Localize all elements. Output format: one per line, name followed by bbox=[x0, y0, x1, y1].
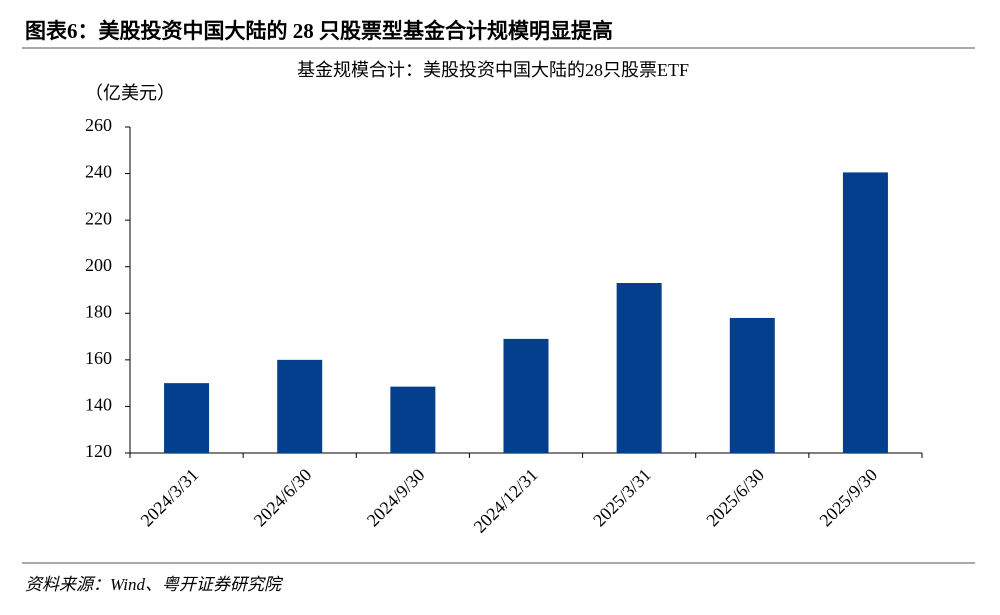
x-tick-label: 2024/3/31 bbox=[137, 465, 203, 531]
y-tick-label: 120 bbox=[85, 441, 112, 461]
y-axis-label: （亿美元） bbox=[85, 83, 175, 103]
y-tick-label: 180 bbox=[85, 301, 112, 321]
bar bbox=[729, 317, 775, 453]
x-tick-label: 2024/6/30 bbox=[250, 465, 316, 531]
y-tick-label: 200 bbox=[85, 255, 112, 275]
y-tick-label: 140 bbox=[85, 395, 112, 415]
bar bbox=[503, 338, 549, 453]
figure-title: 图表6：美股投资中国大陆的 28 只股票型基金合计规模明显提高 bbox=[25, 19, 613, 43]
bar bbox=[616, 283, 662, 453]
x-tick-label: 2024/9/30 bbox=[363, 465, 429, 531]
bar bbox=[277, 359, 323, 453]
y-tick-label: 240 bbox=[85, 162, 112, 182]
bar bbox=[842, 172, 888, 453]
y-tick-label: 260 bbox=[85, 115, 112, 135]
x-tick-label: 2025/6/30 bbox=[702, 465, 768, 531]
bar bbox=[390, 386, 436, 453]
x-tick-label: 2025/9/30 bbox=[815, 465, 881, 531]
y-tick-label: 220 bbox=[85, 208, 112, 228]
x-tick-label: 2024/12/31 bbox=[470, 465, 542, 537]
source: 资料来源：Wind、粤开证券研究院 bbox=[25, 575, 284, 594]
bar bbox=[164, 383, 210, 453]
y-tick-label: 160 bbox=[85, 348, 112, 368]
chart-title: 基金规模合计：美股投资中国大陆的28只股票ETF bbox=[297, 60, 689, 80]
x-tick-label: 2025/3/31 bbox=[589, 465, 655, 531]
